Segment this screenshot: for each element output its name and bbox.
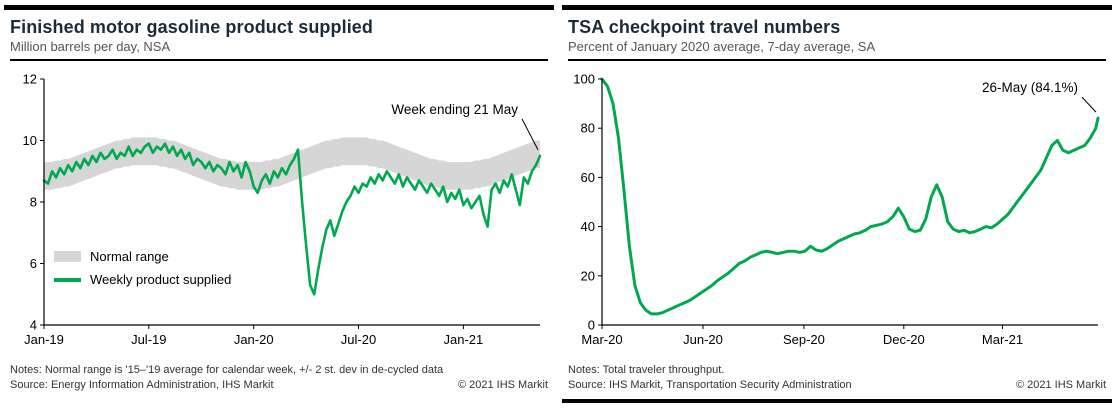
chart-subtitle: Million barrels per day, NSA	[10, 39, 171, 54]
chart-area: 4 6 8 10 12 Jan-19 Jul-19 Jan-20 Jul-20 Jan-21 Wee…	[10, 63, 550, 363]
y-tick-label: 40	[581, 219, 595, 234]
x-tick-label: Jul-19	[131, 332, 166, 347]
copyright: © 2021 IHS Markit	[457, 379, 548, 391]
normal-range-swatch-icon	[54, 251, 81, 262]
y-tick-label: 8	[30, 195, 37, 210]
legend-label-weekly-supplied: Weekly product supplied	[90, 272, 232, 287]
chart-source: Source: IHS Markit, Transportation Secur…	[568, 379, 852, 391]
y-tick-label: 0	[588, 318, 595, 333]
y-tick-label: 80	[581, 121, 595, 136]
annotation-label: Week ending 21 May	[391, 102, 518, 117]
source-row: Source: Energy Information Administratio…	[10, 379, 548, 391]
chart-legend: Normal range Weekly product supplied	[54, 249, 231, 287]
gasoline-chart: 4 6 8 10 12 Jan-19 Jul-19 Jan-20 Jul-20 Jan-21 Wee…	[23, 72, 542, 347]
x-tick-label: Jul-20	[341, 332, 376, 347]
x-tick-label: Mar-21	[982, 332, 1023, 347]
y-tick-label: 20	[581, 268, 595, 283]
chart-source: Source: Energy Information Administratio…	[10, 379, 274, 391]
gasoline-panel: Finished motor gasoline product supplied…	[4, 5, 554, 403]
chart-area: 0 20 40 60 80 100 Mar-20 Jun-20 Sep-20 Dec-20 Mar-…	[568, 63, 1108, 363]
series-line	[42, 142, 542, 296]
chart-notes: Notes: Total traveler throughput.	[568, 364, 725, 376]
y-tick-label: 12	[23, 72, 37, 87]
annotation-connector	[521, 118, 539, 151]
chart-subtitle: Percent of January 2020 average, 7-day a…	[568, 39, 876, 54]
series-line	[600, 77, 1100, 316]
y-tick-label: 10	[23, 133, 37, 148]
tsa-chart: 0 20 40 60 80 100 Mar-20 Jun-20 Sep-20 Dec-20 Mar-…	[573, 72, 1100, 347]
chart-title: TSA checkpoint travel numbers	[568, 17, 841, 37]
chart-notes: Notes: Normal range is '15–'19 average f…	[10, 364, 444, 376]
weekly-supplied-swatch-icon	[54, 277, 81, 282]
divider	[10, 59, 548, 61]
chart-title: Finished motor gasoline product supplied	[10, 17, 374, 37]
x-tick-label: Sep-20	[783, 332, 825, 347]
annotation-connector	[1081, 96, 1097, 113]
copyright: © 2021 IHS Markit	[1015, 379, 1106, 391]
legend-label-normal-range: Normal range	[90, 249, 169, 264]
x-tick-label: Jan-19	[24, 332, 64, 347]
x-tick-label: Mar-20	[581, 332, 622, 347]
annotation-label: 26-May (84.1%)	[982, 80, 1078, 95]
legend-item-weekly-supplied: Weekly product supplied	[54, 272, 231, 287]
y-tick-label: 4	[30, 318, 37, 333]
divider	[568, 59, 1106, 61]
source-row: Source: IHS Markit, Transportation Secur…	[568, 379, 1106, 391]
x-tick-label: Jan-20	[234, 332, 274, 347]
y-tick-label: 6	[30, 256, 37, 271]
y-tick-label: 60	[581, 170, 595, 185]
legend-item-normal-range: Normal range	[54, 249, 231, 264]
x-tick-label: Dec-20	[883, 332, 925, 347]
tsa-panel: TSA checkpoint travel numbers Percent of…	[562, 5, 1112, 403]
x-tick-label: Jun-20	[683, 332, 723, 347]
x-tick-label: Jan-21	[444, 332, 484, 347]
y-tick-label: 100	[573, 72, 595, 87]
